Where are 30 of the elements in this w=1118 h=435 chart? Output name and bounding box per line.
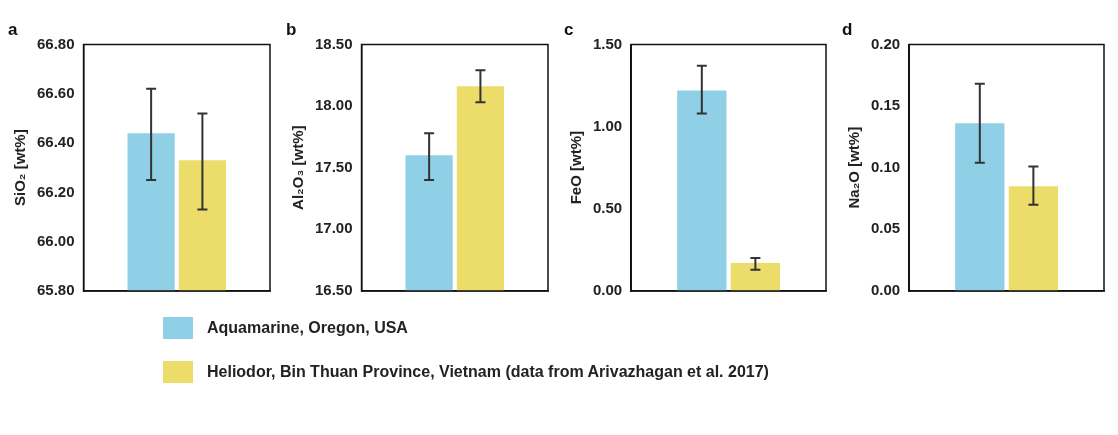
y-tick-label: 17.50 xyxy=(314,157,353,175)
y-tick-label: 18.00 xyxy=(314,96,353,114)
chart-title: d xyxy=(842,19,853,39)
y-tick-label: 65.80 xyxy=(36,281,75,299)
y-tick-label: 66.80 xyxy=(36,34,75,52)
chart-title: c xyxy=(564,19,574,39)
y-tick-label: 0.00 xyxy=(592,281,623,299)
y-tick-label: 0.10 xyxy=(870,157,901,175)
y-tick-label: 0.00 xyxy=(870,281,901,299)
y-tick-label: 0.50 xyxy=(592,198,623,216)
legend-label: Aquamarine, Oregon, USA xyxy=(207,319,408,337)
y-tick-label: 17.00 xyxy=(314,219,353,237)
y-tick-label: 66.20 xyxy=(36,182,75,200)
y-tick-label: 16.50 xyxy=(314,281,353,299)
y-axis-title: Na₂O [wt%] xyxy=(845,126,863,209)
y-tick-label: 66.40 xyxy=(36,133,75,151)
y-axis-title: FeO [wt%] xyxy=(567,131,585,205)
y-tick-label: 1.50 xyxy=(592,34,623,52)
y-tick-label: 0.05 xyxy=(870,219,901,237)
y-tick-label: 0.15 xyxy=(870,96,901,114)
y-tick-label: 18.50 xyxy=(314,34,353,52)
legend-label: Heliodor, Bin Thuan Province, Vietnam (data from Arivazhagan et al. 2017) xyxy=(207,363,769,381)
y-tick-label: 66.60 xyxy=(36,83,75,101)
y-axis-title: Al₂O₃ [wt%] xyxy=(289,125,307,210)
y-tick-label: 1.00 xyxy=(592,116,623,134)
y-axis-title: SiO₂ [wt%] xyxy=(11,129,29,207)
y-tick-label: 0.20 xyxy=(870,34,901,52)
chart-title: a xyxy=(8,19,18,39)
y-tick-label: 66.00 xyxy=(36,231,75,249)
chart-title: b xyxy=(286,19,297,39)
